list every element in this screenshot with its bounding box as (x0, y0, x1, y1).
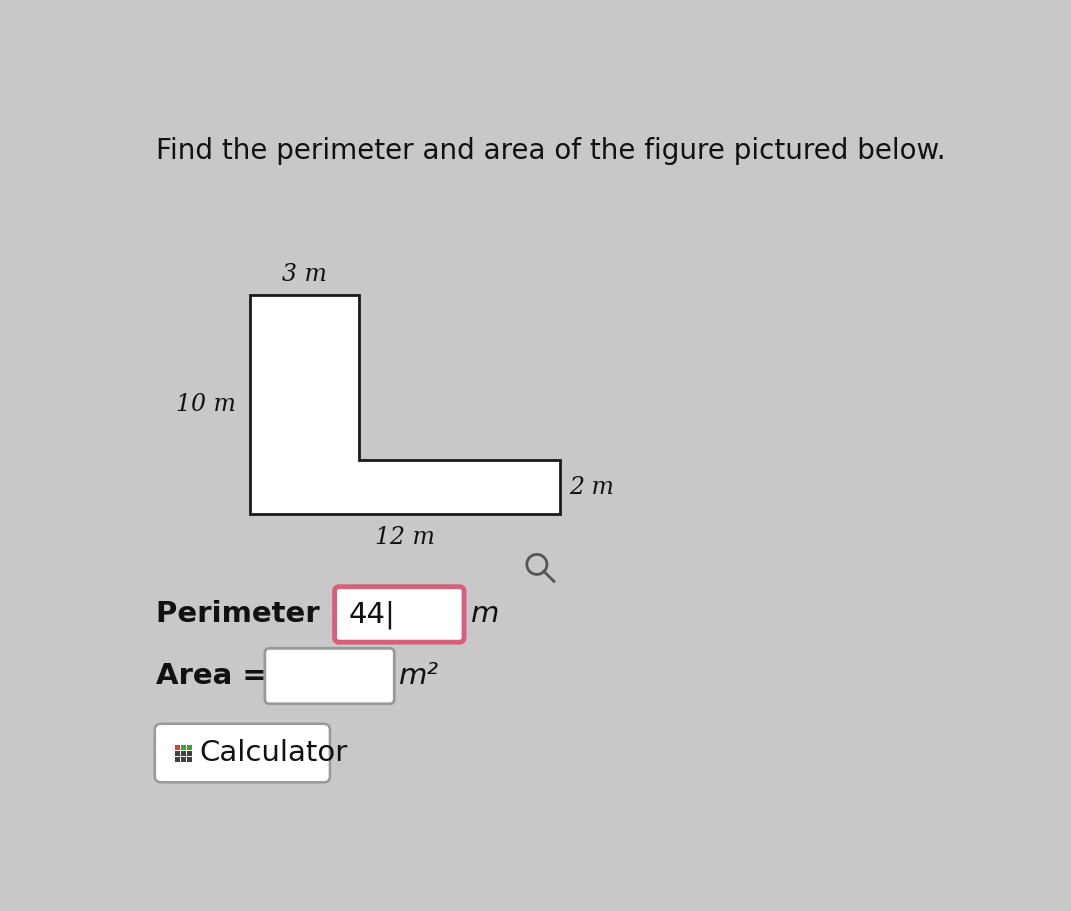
Bar (175, 751, 180, 755)
Text: 44|: 44| (348, 600, 395, 629)
Bar (175, 744, 180, 750)
Text: m: m (471, 600, 499, 629)
Text: m²: m² (398, 662, 439, 690)
FancyBboxPatch shape (265, 649, 394, 704)
Bar (186, 744, 192, 750)
FancyBboxPatch shape (334, 587, 464, 642)
Text: Area =: Area = (155, 662, 267, 690)
Polygon shape (251, 295, 560, 515)
Text: Perimeter =: Perimeter = (155, 600, 353, 629)
FancyBboxPatch shape (155, 723, 330, 783)
Bar (186, 751, 192, 755)
Text: 10 m: 10 m (177, 394, 237, 416)
Bar (181, 744, 186, 750)
Bar (181, 756, 186, 762)
Bar (186, 756, 192, 762)
Bar (181, 751, 186, 755)
Text: 3 m: 3 m (282, 262, 327, 286)
Text: 2 m: 2 m (570, 476, 615, 499)
Text: Find the perimeter and area of the figure pictured below.: Find the perimeter and area of the figur… (155, 137, 946, 165)
Text: 12 m: 12 m (375, 526, 435, 549)
Text: Calculator: Calculator (200, 739, 348, 767)
Bar (175, 756, 180, 762)
